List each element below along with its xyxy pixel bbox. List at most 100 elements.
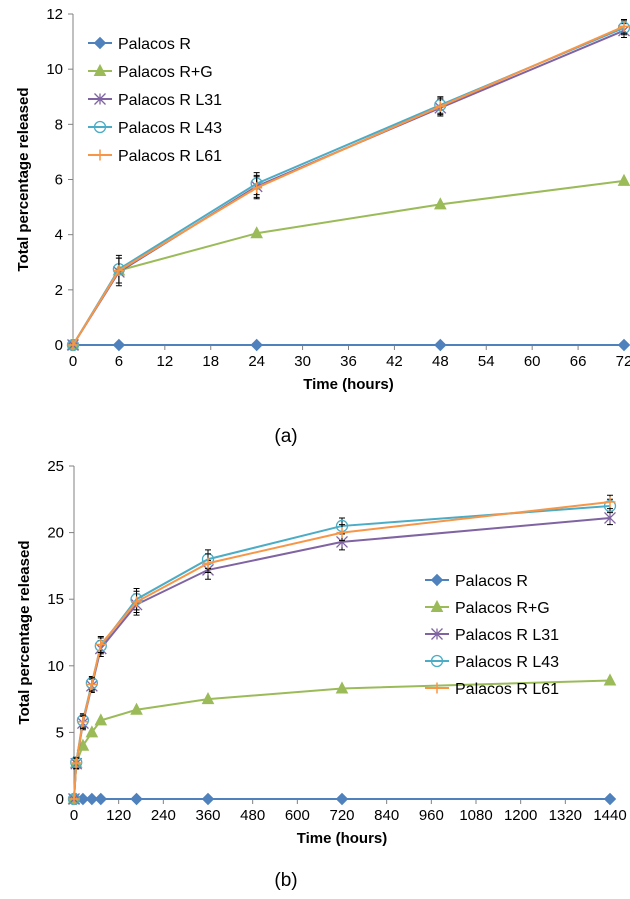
x-tick-label: 12 bbox=[156, 353, 173, 370]
y-tick-label: 10 bbox=[47, 658, 64, 675]
x-tick-label: 60 bbox=[524, 353, 541, 370]
data-point bbox=[617, 338, 630, 352]
legend-item-palacos-r-l61: Palacos R L61 bbox=[425, 681, 559, 698]
y-tick-label: 2 bbox=[55, 282, 63, 299]
legend-swatch-marker bbox=[431, 628, 443, 640]
legend: Palacos R Palacos R+G Palacos R L31 Palacos… bbox=[425, 573, 559, 698]
data-point bbox=[434, 197, 447, 210]
x-tick-label: 1320 bbox=[549, 807, 582, 824]
data-point bbox=[112, 338, 126, 352]
legend-label: Palacos R L31 bbox=[118, 92, 222, 109]
data-point bbox=[617, 173, 630, 186]
legend-item-palacos-r-l31: Palacos R L31 bbox=[88, 92, 222, 109]
y-axis-title: Total percentage released bbox=[15, 88, 32, 272]
y-tick-label: 12 bbox=[46, 6, 63, 23]
legend-item-palacos-r: Palacos R bbox=[425, 573, 528, 590]
x-tick-label: 600 bbox=[285, 807, 310, 824]
data-point bbox=[434, 338, 447, 352]
chart-panel-b: 0 5 10 15 20 25 0 120 240 360 480 600 720 840 960 1080 1… bbox=[16, 458, 627, 891]
x-tick-label: 120 bbox=[106, 807, 131, 824]
legend: Palacos R Palacos R+G Palacos R L31 Palacos… bbox=[88, 36, 222, 165]
series-palacos-r-l61 bbox=[67, 19, 630, 351]
data-point bbox=[85, 792, 99, 806]
y-tick-label: 0 bbox=[55, 337, 63, 354]
legend-item-palacos-r: Palacos R bbox=[88, 36, 191, 53]
legend-swatch-marker bbox=[431, 682, 443, 694]
data-point bbox=[131, 596, 143, 608]
data-point bbox=[603, 673, 617, 686]
legend-item-palacos-r-l43: Palacos R L43 bbox=[88, 120, 222, 137]
x-tick-label: 720 bbox=[329, 807, 354, 824]
x-tick-label: 840 bbox=[374, 807, 399, 824]
data-point bbox=[68, 793, 80, 805]
x-tick-label: 54 bbox=[478, 353, 495, 370]
data-point bbox=[202, 557, 214, 569]
x-tick-label: 480 bbox=[240, 807, 265, 824]
legend-swatch-marker bbox=[94, 93, 106, 105]
legend-label: Palacos R L61 bbox=[455, 681, 559, 698]
y-tick-label: 15 bbox=[47, 591, 64, 608]
x-tick-label: 24 bbox=[248, 353, 265, 370]
x-tick-label: 6 bbox=[115, 353, 123, 370]
series-line bbox=[72, 179, 625, 346]
data-point bbox=[250, 338, 263, 352]
y-axis-title: Total percentage released bbox=[16, 541, 33, 725]
panel-label: (b) bbox=[274, 870, 297, 891]
data-point bbox=[113, 265, 125, 277]
data-point bbox=[604, 496, 616, 508]
legend-label: Palacos R L43 bbox=[118, 120, 222, 137]
x-tick-label: 42 bbox=[386, 353, 403, 370]
legend-swatch-marker bbox=[93, 120, 107, 134]
legend-swatch-marker bbox=[430, 573, 444, 587]
data-point bbox=[130, 792, 143, 806]
data-point bbox=[94, 713, 108, 726]
data-point bbox=[251, 182, 263, 194]
x-axis-title: Time (hours) bbox=[297, 830, 388, 847]
data-point bbox=[335, 792, 349, 806]
legend-item-palacos-r-g: Palacos R+G bbox=[88, 63, 213, 81]
legend-swatch-marker bbox=[430, 599, 444, 612]
x-tick-label: 36 bbox=[340, 353, 357, 370]
legend-label: Palacos R+G bbox=[455, 600, 550, 617]
x-tick-label: 18 bbox=[202, 353, 219, 370]
legend-item-palacos-r-l43: Palacos R L43 bbox=[425, 654, 559, 671]
x-tick-label: 1440 bbox=[593, 807, 626, 824]
data-point bbox=[604, 511, 616, 524]
y-tick-label: 5 bbox=[56, 724, 64, 741]
x-tick-label: 960 bbox=[419, 807, 444, 824]
x-tick-label: 360 bbox=[195, 807, 220, 824]
data-point bbox=[130, 702, 143, 715]
data-point bbox=[618, 20, 630, 32]
legend-label: Palacos R+G bbox=[118, 64, 213, 81]
legend-item-palacos-r-l61: Palacos R L61 bbox=[88, 148, 222, 165]
data-point bbox=[335, 681, 349, 694]
y-tick-label: 6 bbox=[55, 172, 63, 189]
legend-label: Palacos R L43 bbox=[455, 654, 559, 671]
legend-swatch-marker bbox=[94, 149, 106, 161]
legend-item-palacos-r-g: Palacos R+G bbox=[425, 599, 550, 617]
legend-label: Palacos R L61 bbox=[118, 148, 222, 165]
data-point bbox=[603, 792, 617, 806]
data-point bbox=[434, 100, 446, 112]
y-tick-label: 10 bbox=[46, 61, 63, 78]
series-palacos-r bbox=[67, 792, 617, 806]
x-tick-label: 72 bbox=[616, 353, 630, 370]
data-point bbox=[94, 792, 108, 806]
series-line bbox=[73, 679, 611, 800]
x-tick-label: 1200 bbox=[504, 807, 537, 824]
x-tick-label: 0 bbox=[70, 807, 78, 824]
legend-label: Palacos R L31 bbox=[455, 627, 559, 644]
series-palacos-r-g bbox=[66, 173, 630, 350]
y-tick-label: 4 bbox=[55, 227, 63, 244]
data-point bbox=[250, 226, 263, 239]
data-point bbox=[86, 678, 98, 690]
x-tick-label: 30 bbox=[294, 353, 311, 370]
data-point bbox=[70, 757, 82, 769]
y-tick-label: 20 bbox=[47, 525, 64, 542]
x-axis-title: Time (hours) bbox=[303, 376, 394, 393]
x-tick-label: 48 bbox=[432, 353, 449, 370]
legend-item-palacos-r-l31: Palacos R L31 bbox=[425, 627, 559, 644]
y-tick-label: 25 bbox=[47, 458, 64, 475]
data-point bbox=[67, 339, 79, 351]
